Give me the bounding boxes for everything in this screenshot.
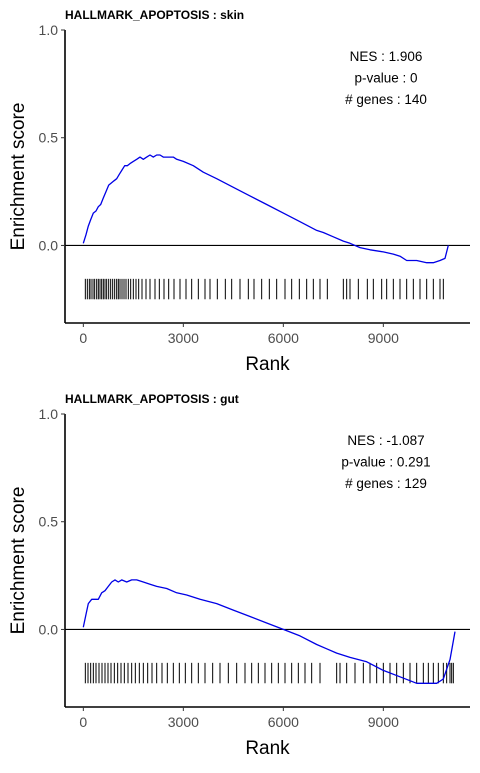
y-tick-label: 1.0 <box>39 406 59 422</box>
x-tick-label: 3000 <box>168 714 199 730</box>
chart-panel-2: HALLMARK_APOPTOSIS : gut 0.0 0.5 1.0 0 3000 60… <box>8 392 470 759</box>
x-tick-label: 9000 <box>368 330 399 346</box>
x-tick-label: 9000 <box>368 714 399 730</box>
stat-annotation: p-value : 0.291 <box>341 455 430 470</box>
x-tick-label: 3000 <box>168 330 199 346</box>
enrichment-score-line <box>82 579 456 684</box>
x-axis-label: Rank <box>245 354 290 375</box>
chart-title: HALLMARK_APOPTOSIS : gut <box>65 392 239 406</box>
y-tick-label: 0.0 <box>39 237 59 253</box>
stat-annotation: NES : -1.087 <box>347 433 424 448</box>
x-tick-label: 0 <box>79 714 87 730</box>
chart-title: HALLMARK_APOPTOSIS : skin <box>65 8 244 22</box>
enrichment-score-line <box>82 154 449 264</box>
stat-annotation: NES : 1.906 <box>350 49 423 64</box>
stat-annotation: # genes : 140 <box>345 92 427 107</box>
y-tick-label: 1.0 <box>39 22 59 38</box>
x-tick-label: 6000 <box>268 330 299 346</box>
y-tick-label: 0.0 <box>39 621 59 637</box>
x-axis-label: Rank <box>245 738 290 759</box>
stat-annotation: p-value : 0 <box>354 71 417 86</box>
y-tick-label: 0.5 <box>39 130 59 146</box>
x-tick-label: 0 <box>79 330 87 346</box>
y-axis-label: Enrichment score <box>8 103 29 251</box>
y-axis-label: Enrichment score <box>8 487 29 635</box>
stat-annotation: # genes : 129 <box>345 476 427 491</box>
chart-panel-1: HALLMARK_APOPTOSIS : skin 0.0 0.5 1.0 0 3000 6… <box>8 8 470 375</box>
x-tick-label: 6000 <box>268 714 299 730</box>
y-tick-label: 0.5 <box>39 514 59 530</box>
